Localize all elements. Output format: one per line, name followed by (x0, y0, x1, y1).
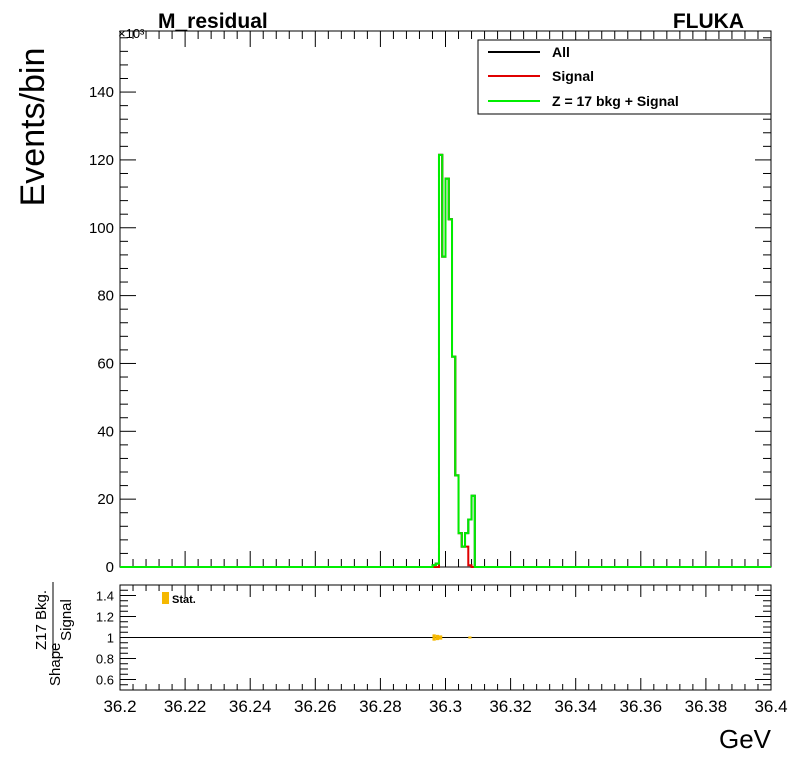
plot-title: M_residual (158, 10, 268, 33)
y-tick-label: 100 (89, 220, 114, 237)
y-tick-label: 140 (89, 84, 114, 101)
x-tick-label: 36.36 (620, 697, 663, 716)
y-tick-label: 0 (106, 559, 114, 576)
x-tick-label: 36.34 (554, 697, 597, 716)
ratio-y-tick-label: 0.6 (96, 673, 114, 688)
ratio-legend-label: Stat. (172, 594, 196, 606)
legend-label-signal: Signal (552, 68, 594, 84)
ratio-ylabel-shape: Shape (47, 643, 64, 686)
x-tick-label: 36.26 (294, 697, 337, 716)
ratio-y-tick-label: 1 (107, 631, 114, 646)
ratio-legend: Stat. (162, 592, 196, 606)
y-multiplier: ×10³ (118, 26, 145, 41)
ratio-y-axis-title: Shape Z17 Bkg. Signal (33, 582, 75, 686)
ratio-stat-band (438, 635, 443, 640)
x-tick-label: 36.22 (164, 697, 207, 716)
legend: All Signal Z = 17 bkg + Signal (477, 39, 772, 115)
x-tick-label: 36.28 (359, 697, 402, 716)
x-tick-label: 36.32 (489, 697, 532, 716)
y-tick-label: 60 (97, 355, 114, 372)
ratio-y-tick-label: 1.4 (96, 589, 114, 604)
y-axis-title: Events/bin (14, 48, 52, 207)
x-axis-title: GeV (719, 724, 772, 754)
x-tick-label: 36.2 (103, 697, 136, 716)
ratio-stat-band (468, 636, 472, 639)
series-line-z-17-bkg-signal (120, 153, 771, 568)
y-tick-label: 40 (97, 423, 114, 440)
x-tick-label: 36.24 (229, 697, 272, 716)
main-axis-ticks: 0 20 40 60 80 100 120 140 (89, 31, 772, 576)
legend-label-all: All (552, 44, 570, 60)
ratio-legend-swatch (162, 592, 169, 604)
ratio-ylabel-numerator: Z17 Bkg. (33, 590, 50, 650)
legend-label-bkg: Z = 17 bkg + Signal (552, 93, 679, 109)
ratio-y-tick-label: 1.2 (96, 610, 114, 625)
y-tick-label: 80 (97, 288, 114, 305)
ratio-marks (120, 634, 771, 641)
y-tick-label: 20 (97, 491, 114, 508)
main-histograms (120, 153, 771, 568)
x-tick-label: 36.3 (429, 697, 462, 716)
ratio-stat-band (435, 634, 439, 641)
ratio-ylabel-denominator: Signal (58, 599, 75, 641)
ratio-axis-ticks: 0.6 0.8 1 1.2 1.4 36.2 36.22 36.24 36.26 36.28 36.… (96, 585, 788, 716)
x-tick-label: 36.38 (685, 697, 728, 716)
generator-label: FLUKA (673, 10, 744, 33)
x-tick-label: 36.4 (754, 697, 787, 716)
y-tick-label: 120 (89, 152, 114, 169)
ratio-y-tick-label: 0.8 (96, 652, 114, 667)
ratio-stat-band (432, 634, 436, 641)
